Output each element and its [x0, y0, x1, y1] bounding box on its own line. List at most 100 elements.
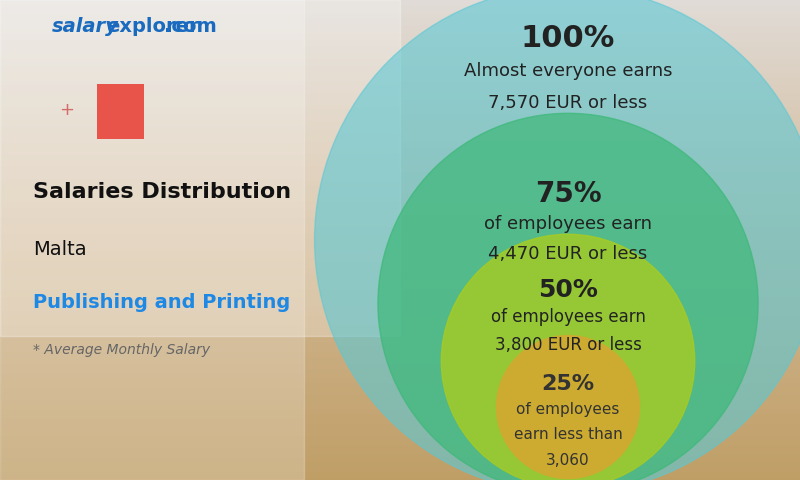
- Bar: [0, 113, 800, 115]
- Bar: [0, 17, 800, 19]
- Bar: [0, 29, 800, 31]
- Bar: [0, 319, 800, 322]
- Bar: [0, 101, 800, 103]
- Bar: [0, 281, 800, 283]
- Bar: [0, 403, 800, 406]
- Bar: [0, 53, 800, 55]
- Bar: [0, 218, 800, 221]
- Bar: [0, 365, 800, 367]
- Bar: [0, 115, 800, 118]
- Bar: [0, 7, 800, 10]
- Bar: [0, 187, 800, 190]
- Bar: [0, 379, 800, 382]
- Bar: [0, 382, 800, 384]
- Bar: [0, 77, 800, 79]
- Text: 4,470 EUR or less: 4,470 EUR or less: [488, 245, 648, 263]
- Bar: [0, 425, 800, 427]
- Bar: [0, 199, 800, 202]
- Text: of employees earn: of employees earn: [484, 215, 652, 233]
- Bar: [0, 245, 800, 247]
- Bar: [0, 262, 800, 264]
- Bar: [0, 247, 800, 250]
- Bar: [0, 103, 800, 106]
- Bar: [0, 216, 800, 218]
- Bar: [0, 458, 800, 461]
- Bar: [0, 298, 800, 300]
- Bar: [0, 89, 800, 91]
- Bar: [0, 401, 800, 403]
- Bar: [0, 286, 800, 288]
- Bar: [0, 254, 800, 257]
- Bar: [0, 468, 800, 470]
- Bar: [0, 439, 800, 442]
- Bar: [0, 418, 800, 420]
- Bar: [0, 461, 800, 463]
- Bar: [0, 202, 800, 204]
- Bar: [0, 22, 800, 24]
- Bar: [0, 233, 800, 235]
- Bar: [0, 413, 800, 415]
- Bar: [0, 74, 800, 77]
- Bar: [0, 43, 800, 46]
- Text: earn less than: earn less than: [514, 427, 622, 442]
- Bar: [0, 283, 800, 286]
- Bar: [0, 19, 800, 22]
- Bar: [0, 271, 800, 274]
- Bar: [0, 228, 800, 230]
- Bar: [0, 370, 800, 372]
- Circle shape: [378, 113, 758, 480]
- Bar: [0, 46, 800, 48]
- Bar: [0, 470, 800, 473]
- Bar: [0, 252, 800, 254]
- Bar: [0, 422, 800, 425]
- Bar: [0, 432, 800, 434]
- Bar: [0, 329, 800, 331]
- Bar: [0, 264, 800, 266]
- Bar: [0, 60, 800, 62]
- Bar: [0, 360, 800, 362]
- Bar: [0, 389, 800, 391]
- Bar: [0, 394, 800, 396]
- Bar: [0, 158, 800, 161]
- Bar: [0, 259, 800, 262]
- Text: .com: .com: [164, 17, 217, 36]
- Bar: [0, 108, 800, 110]
- Bar: [0, 178, 800, 180]
- Bar: [0, 250, 800, 252]
- Bar: [0, 161, 800, 163]
- Bar: [0, 70, 800, 72]
- Bar: [0, 137, 800, 139]
- Bar: [0, 302, 800, 305]
- Bar: [0, 38, 800, 41]
- Bar: [0, 238, 800, 240]
- Bar: [0, 367, 800, 370]
- Bar: [0, 221, 800, 223]
- Bar: [0, 86, 800, 89]
- Bar: [0, 322, 800, 324]
- Bar: [0, 314, 800, 317]
- Bar: [0, 118, 800, 120]
- Bar: [0, 324, 800, 326]
- Bar: [0, 154, 800, 156]
- Bar: [0, 209, 800, 211]
- Bar: [0, 427, 800, 430]
- Text: 7,570 EUR or less: 7,570 EUR or less: [488, 94, 648, 112]
- Bar: [0, 312, 800, 314]
- Bar: [0, 26, 800, 29]
- Bar: [0, 235, 800, 238]
- Bar: [0, 377, 800, 379]
- Text: of employees: of employees: [516, 402, 620, 417]
- Bar: [0, 10, 800, 12]
- Bar: [0, 67, 800, 70]
- Bar: [0, 406, 800, 408]
- Bar: [0, 214, 800, 216]
- Bar: [0, 182, 800, 185]
- Text: 3,800 EUR or less: 3,800 EUR or less: [494, 336, 642, 354]
- Bar: [0, 446, 800, 449]
- Bar: [0, 338, 800, 341]
- Text: 50%: 50%: [538, 277, 598, 301]
- Bar: [0, 317, 800, 319]
- Bar: [0, 185, 800, 187]
- Bar: [0, 72, 800, 74]
- Circle shape: [442, 234, 694, 480]
